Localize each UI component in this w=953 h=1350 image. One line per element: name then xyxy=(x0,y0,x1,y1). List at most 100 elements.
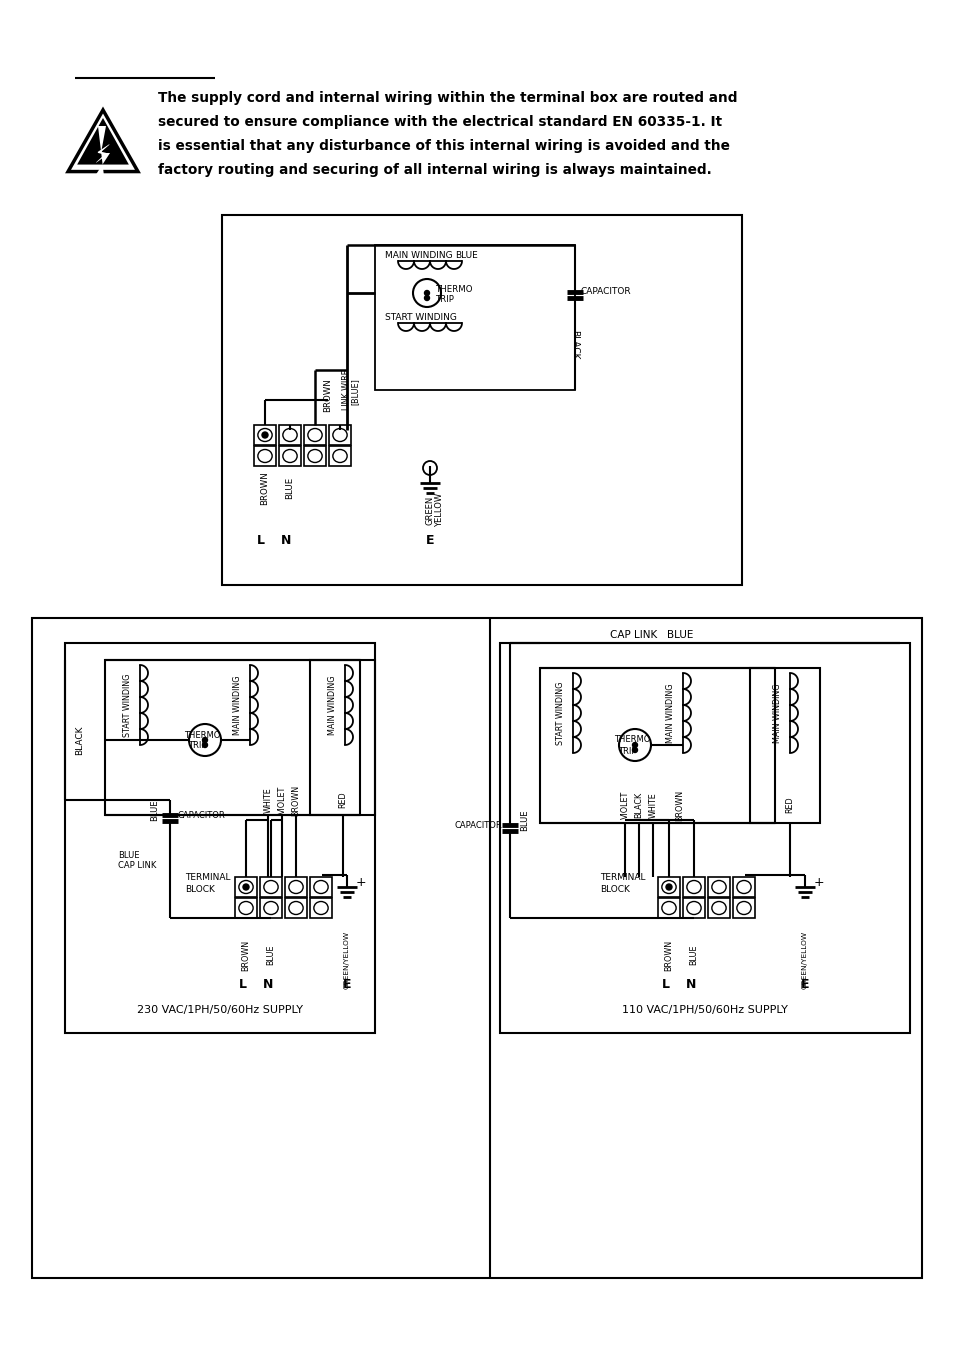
Text: START WINDING: START WINDING xyxy=(556,682,565,745)
Text: E: E xyxy=(425,533,434,547)
Text: BLOCK: BLOCK xyxy=(599,886,629,895)
Text: BROWN: BROWN xyxy=(241,940,251,971)
Bar xyxy=(260,878,282,896)
Text: +: + xyxy=(813,876,823,890)
Text: CAPACITOR: CAPACITOR xyxy=(580,288,631,297)
Bar xyxy=(732,898,754,918)
Circle shape xyxy=(202,737,208,742)
Bar xyxy=(304,425,326,446)
Bar xyxy=(304,446,326,466)
Bar xyxy=(732,878,754,896)
Text: E: E xyxy=(800,979,808,991)
Bar xyxy=(658,898,679,918)
Text: N: N xyxy=(280,533,291,547)
Bar xyxy=(310,898,332,918)
Bar xyxy=(707,878,729,896)
Bar xyxy=(260,898,282,918)
Text: is essential that any disturbance of this internal wiring is avoided and the: is essential that any disturbance of thi… xyxy=(158,139,729,153)
Bar xyxy=(499,643,909,1033)
Text: TRIP: TRIP xyxy=(188,741,206,751)
Text: CAPACITOR: CAPACITOR xyxy=(455,821,502,829)
Text: BLUE: BLUE xyxy=(118,850,139,860)
Bar xyxy=(749,668,820,824)
Text: BLUE: BLUE xyxy=(520,809,529,830)
Text: CAP LINK   BLUE: CAP LINK BLUE xyxy=(609,630,693,640)
Text: TRIP: TRIP xyxy=(436,296,455,305)
Text: MAIN WINDING: MAIN WINDING xyxy=(328,675,337,734)
Text: BROWN: BROWN xyxy=(260,471,269,505)
Text: START WINDING: START WINDING xyxy=(123,674,132,737)
Text: secured to ensure compliance with the electrical standard EN 60335-1. It: secured to ensure compliance with the el… xyxy=(158,115,721,130)
Bar xyxy=(658,878,679,896)
Text: BLACK: BLACK xyxy=(570,331,578,359)
Text: GREEN: GREEN xyxy=(425,495,434,525)
Text: BLUE: BLUE xyxy=(455,251,477,261)
Text: YELLOW: YELLOW xyxy=(435,493,444,526)
Text: factory routing and securing of all internal wiring is always maintained.: factory routing and securing of all inte… xyxy=(158,163,711,177)
Bar xyxy=(707,898,729,918)
Text: MAIN WINDING: MAIN WINDING xyxy=(233,675,242,734)
Circle shape xyxy=(202,743,208,748)
Bar xyxy=(105,660,359,815)
Bar xyxy=(310,878,332,896)
Text: TERMINAL: TERMINAL xyxy=(185,872,231,882)
Text: CAP LINK: CAP LINK xyxy=(118,861,156,871)
Text: CAPACITOR: CAPACITOR xyxy=(178,810,226,819)
Text: BLACK: BLACK xyxy=(75,725,85,755)
Text: 230 VAC/1PH/50/60Hz SUPPLY: 230 VAC/1PH/50/60Hz SUPPLY xyxy=(137,1004,303,1015)
Text: THERMO: THERMO xyxy=(436,285,473,293)
Text: START WINDING: START WINDING xyxy=(385,313,456,323)
Text: [BLUE]: [BLUE] xyxy=(350,378,359,405)
Bar xyxy=(375,244,575,390)
Text: RED: RED xyxy=(784,796,794,813)
Text: WHITE: WHITE xyxy=(648,792,657,818)
Text: BROWN: BROWN xyxy=(675,790,684,821)
Bar xyxy=(329,446,351,466)
Text: BLUE: BLUE xyxy=(266,945,275,965)
Text: BROWN: BROWN xyxy=(292,784,300,815)
Text: VIOLET: VIOLET xyxy=(619,791,629,819)
Text: RED: RED xyxy=(338,791,347,809)
Bar xyxy=(253,446,275,466)
Text: 110 VAC/1PH/50/60Hz SUPPLY: 110 VAC/1PH/50/60Hz SUPPLY xyxy=(621,1004,787,1015)
Bar xyxy=(329,425,351,446)
Bar xyxy=(310,660,375,815)
Text: N: N xyxy=(262,979,273,991)
Circle shape xyxy=(665,884,671,890)
Bar xyxy=(234,878,256,896)
Text: MAIN WINDING: MAIN WINDING xyxy=(385,251,452,261)
Circle shape xyxy=(424,296,429,301)
Text: N: N xyxy=(685,979,696,991)
Bar xyxy=(539,668,774,824)
Text: MAIN WINDING: MAIN WINDING xyxy=(773,683,781,743)
Bar xyxy=(278,425,301,446)
Text: The supply cord and internal wiring within the terminal box are routed and: The supply cord and internal wiring with… xyxy=(158,90,737,105)
Circle shape xyxy=(262,432,268,437)
Circle shape xyxy=(632,743,637,748)
Text: L: L xyxy=(256,533,265,547)
Text: BLUE: BLUE xyxy=(689,945,698,965)
Bar xyxy=(682,878,704,896)
Text: BROWN: BROWN xyxy=(323,378,333,412)
Polygon shape xyxy=(95,126,110,176)
Text: ⚡: ⚡ xyxy=(94,144,112,167)
Bar xyxy=(278,446,301,466)
Circle shape xyxy=(243,884,249,890)
Text: +: + xyxy=(355,876,366,890)
Text: E: E xyxy=(342,979,351,991)
Bar xyxy=(222,215,741,585)
Bar xyxy=(234,898,256,918)
Text: MAIN WINDING: MAIN WINDING xyxy=(666,683,675,743)
Text: LINK WIRE: LINK WIRE xyxy=(342,370,351,410)
Text: THERMO: THERMO xyxy=(614,736,650,744)
Bar xyxy=(65,643,375,1033)
Text: VIOLET: VIOLET xyxy=(277,786,286,814)
Text: BLACK: BLACK xyxy=(634,792,643,818)
Text: GREEN/YELLOW: GREEN/YELLOW xyxy=(344,931,350,990)
Bar xyxy=(285,878,307,896)
Bar xyxy=(32,618,921,1278)
Text: WHITE: WHITE xyxy=(263,787,273,813)
Bar xyxy=(285,898,307,918)
Bar xyxy=(253,425,275,446)
Text: GREEN/YELLOW: GREEN/YELLOW xyxy=(801,931,807,990)
